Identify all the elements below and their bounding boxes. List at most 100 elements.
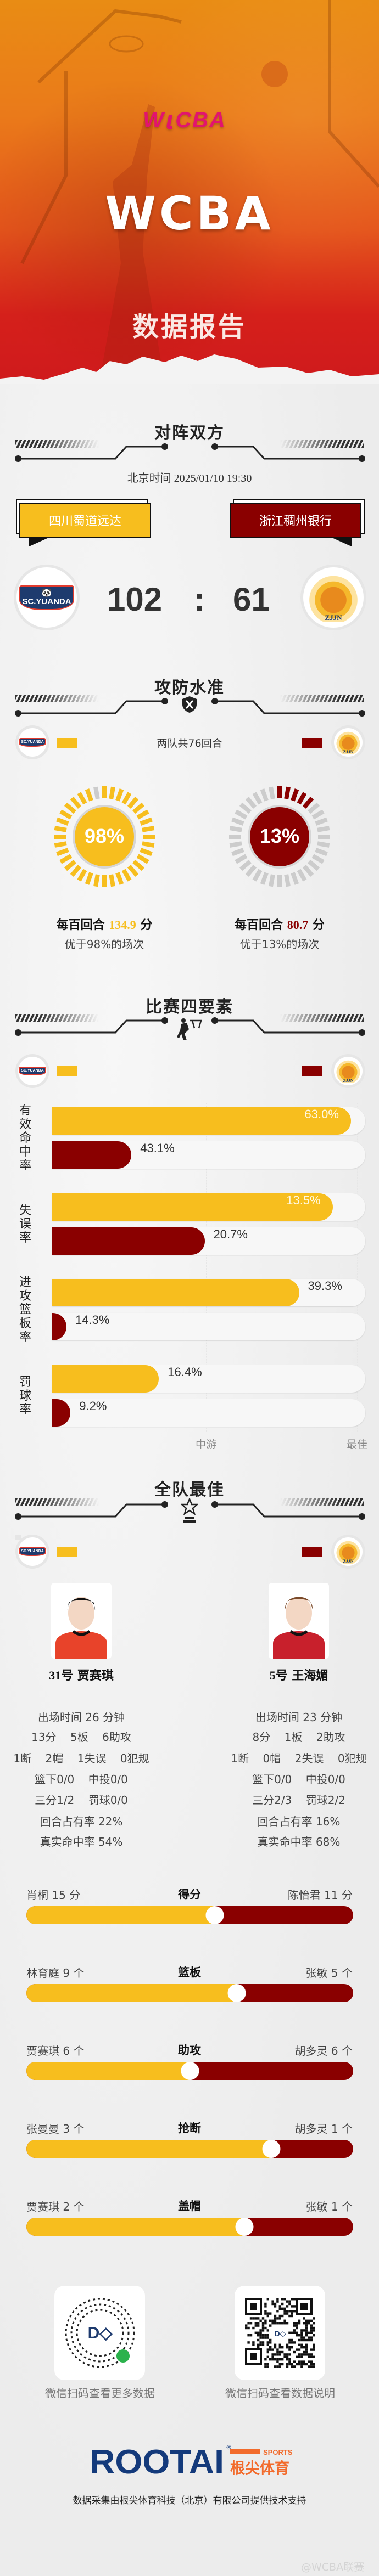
home-score: 102 <box>107 581 163 618</box>
gauge-tick <box>311 854 325 864</box>
qr-caption-more-data: 微信扫码查看更多数据 <box>45 2387 155 2400</box>
gauge-tick <box>318 835 330 839</box>
home-points-per-100: 每百回合 134.9 分 <box>56 918 153 932</box>
gauge-tick <box>284 786 291 799</box>
leader-bar-home-fill <box>26 2218 244 2236</box>
gauge-tick <box>64 802 76 814</box>
gauge-tick <box>136 854 149 864</box>
away-player-stat-line: 回合占有率 16% <box>257 1815 341 1828</box>
factor-bar-home: 16.4% <box>52 1365 365 1393</box>
away-team-name: 浙江稠州银行 <box>259 515 332 528</box>
factor-bar-away: 43.1% <box>52 1141 365 1169</box>
away-player-stat-line: 篮下0/0 中投0/0 <box>252 1773 345 1786</box>
trophy-star-icon <box>181 1498 198 1523</box>
gauge-tick <box>252 792 263 805</box>
leader-bar-knob <box>205 1906 224 1924</box>
wechat-qr-code[interactable]: D◇ <box>235 2286 325 2380</box>
hero-title: WCBA <box>105 187 274 240</box>
axis-label-mid: 中游 <box>195 1439 217 1451</box>
leader-comparison-bar <box>26 2218 353 2236</box>
home-player-photo <box>51 1583 112 1659</box>
home-player-stat-line: 13分 5板 6助攻 <box>31 1731 131 1744</box>
gauge-tick <box>245 865 257 877</box>
torn-paper-edge <box>0 354 379 384</box>
gauge-tick <box>77 869 87 882</box>
gauge-tick <box>229 841 242 848</box>
home-player-stat-line: 出场时间 26 分钟 <box>37 1711 125 1724</box>
away-better-than: 优于13%的场次 <box>239 938 320 951</box>
leader-home: 张曼曼 3 个 <box>26 2122 85 2135</box>
svg-text:®: ® <box>226 2444 232 2451</box>
away-player-stat-line: 8分 1板 2助攻 <box>252 1731 345 1744</box>
home-percentile: 98% <box>84 825 125 847</box>
gauge-tick <box>229 835 241 839</box>
leader-bar-knob <box>227 1984 246 2002</box>
factor-bar-home: 63.0% <box>52 1107 365 1135</box>
away-team-name-box: 浙江稠州银行 <box>230 503 361 546</box>
match-datetime: 北京时间 2025/01/10 19:30 <box>127 472 252 484</box>
possessions-text: 两队共76回合 <box>157 737 222 749</box>
leader-category: 篮板 <box>178 1966 201 1979</box>
section-divider <box>0 1498 379 1522</box>
hero-subtitle: 数据报告 <box>132 312 247 342</box>
gauge-tick <box>311 809 325 820</box>
leader-away: 胡多灵 1 个 <box>294 2122 353 2135</box>
gauge-tick <box>308 859 320 871</box>
svg-text:SPORTS: SPORTS <box>263 2448 293 2456</box>
leader-category: 得分 <box>178 1888 201 1901</box>
gauge-tick <box>291 872 299 885</box>
leader-bar-home-fill <box>26 2140 272 2158</box>
gauge-tick <box>64 859 76 871</box>
gauge-tick <box>142 826 155 832</box>
factor-label: 罚球率 <box>19 1375 31 1417</box>
gauge-tick <box>297 869 307 882</box>
gauge-tick <box>239 802 252 814</box>
leader-bar-home-fill <box>26 1906 215 1924</box>
away-color-swatch <box>302 738 322 748</box>
away-player-stat-line: 出场时间 23 分钟 <box>255 1711 343 1724</box>
gauge-tick <box>85 788 93 802</box>
gauge-tick <box>140 848 153 856</box>
away-player-stat-line: 三分2/3 罚球2/2 <box>252 1794 345 1807</box>
factor-value: 63.0% <box>304 1107 339 1121</box>
gauge-tick <box>277 786 282 798</box>
gauge-tick <box>142 841 155 848</box>
gauge-tick <box>143 835 155 839</box>
basketball-dunk-icon <box>177 1018 202 1040</box>
gauge-tick <box>136 809 149 820</box>
gauge-tick <box>317 826 330 832</box>
factor-value: 13.5% <box>286 1193 321 1207</box>
shield-swords-icon <box>182 696 197 713</box>
home-team-logo-small: SC.YUANDA <box>18 728 47 757</box>
gauge-tick <box>231 848 244 856</box>
score-separator: : <box>194 581 205 618</box>
leader-bar-knob <box>262 2140 281 2158</box>
gauge-tick <box>127 865 139 877</box>
qr-caption-data-notes: 微信扫码查看数据说明 <box>225 2387 335 2400</box>
gauge-tick <box>93 874 100 887</box>
gauge-tick <box>70 796 82 809</box>
away-score: 61 <box>233 581 270 618</box>
home-player-stat-line: 篮下0/0 中投0/0 <box>35 1773 128 1786</box>
home-team-logo: 🐼 SC.YUANDA <box>16 567 77 628</box>
section-title-four-factors: 比赛四要素 <box>146 997 233 1017</box>
leader-comparison-bar <box>26 1906 353 1924</box>
gauge-tick <box>102 875 107 887</box>
svg-text:根尖体育: 根尖体育 <box>230 2459 289 2476</box>
factor-bar-fill-away <box>52 1227 205 1255</box>
gauge-tick <box>70 865 82 877</box>
gauge-tick <box>115 872 124 885</box>
weibo-watermark: @WCBA联赛 <box>301 2561 365 2573</box>
away-color-swatch <box>302 1547 322 1557</box>
factor-value: 39.3% <box>308 1279 342 1293</box>
gauge-tick <box>56 817 69 826</box>
gauge-tick <box>315 817 328 826</box>
home-color-swatch <box>57 738 77 748</box>
home-player-stat-line: 1断 2帽 1失误 0犯规 <box>13 1752 149 1765</box>
mini-program-qr-code[interactable]: D◇ <box>54 2286 145 2380</box>
factor-value: 14.3% <box>75 1313 110 1327</box>
gauge-tick <box>229 826 242 832</box>
